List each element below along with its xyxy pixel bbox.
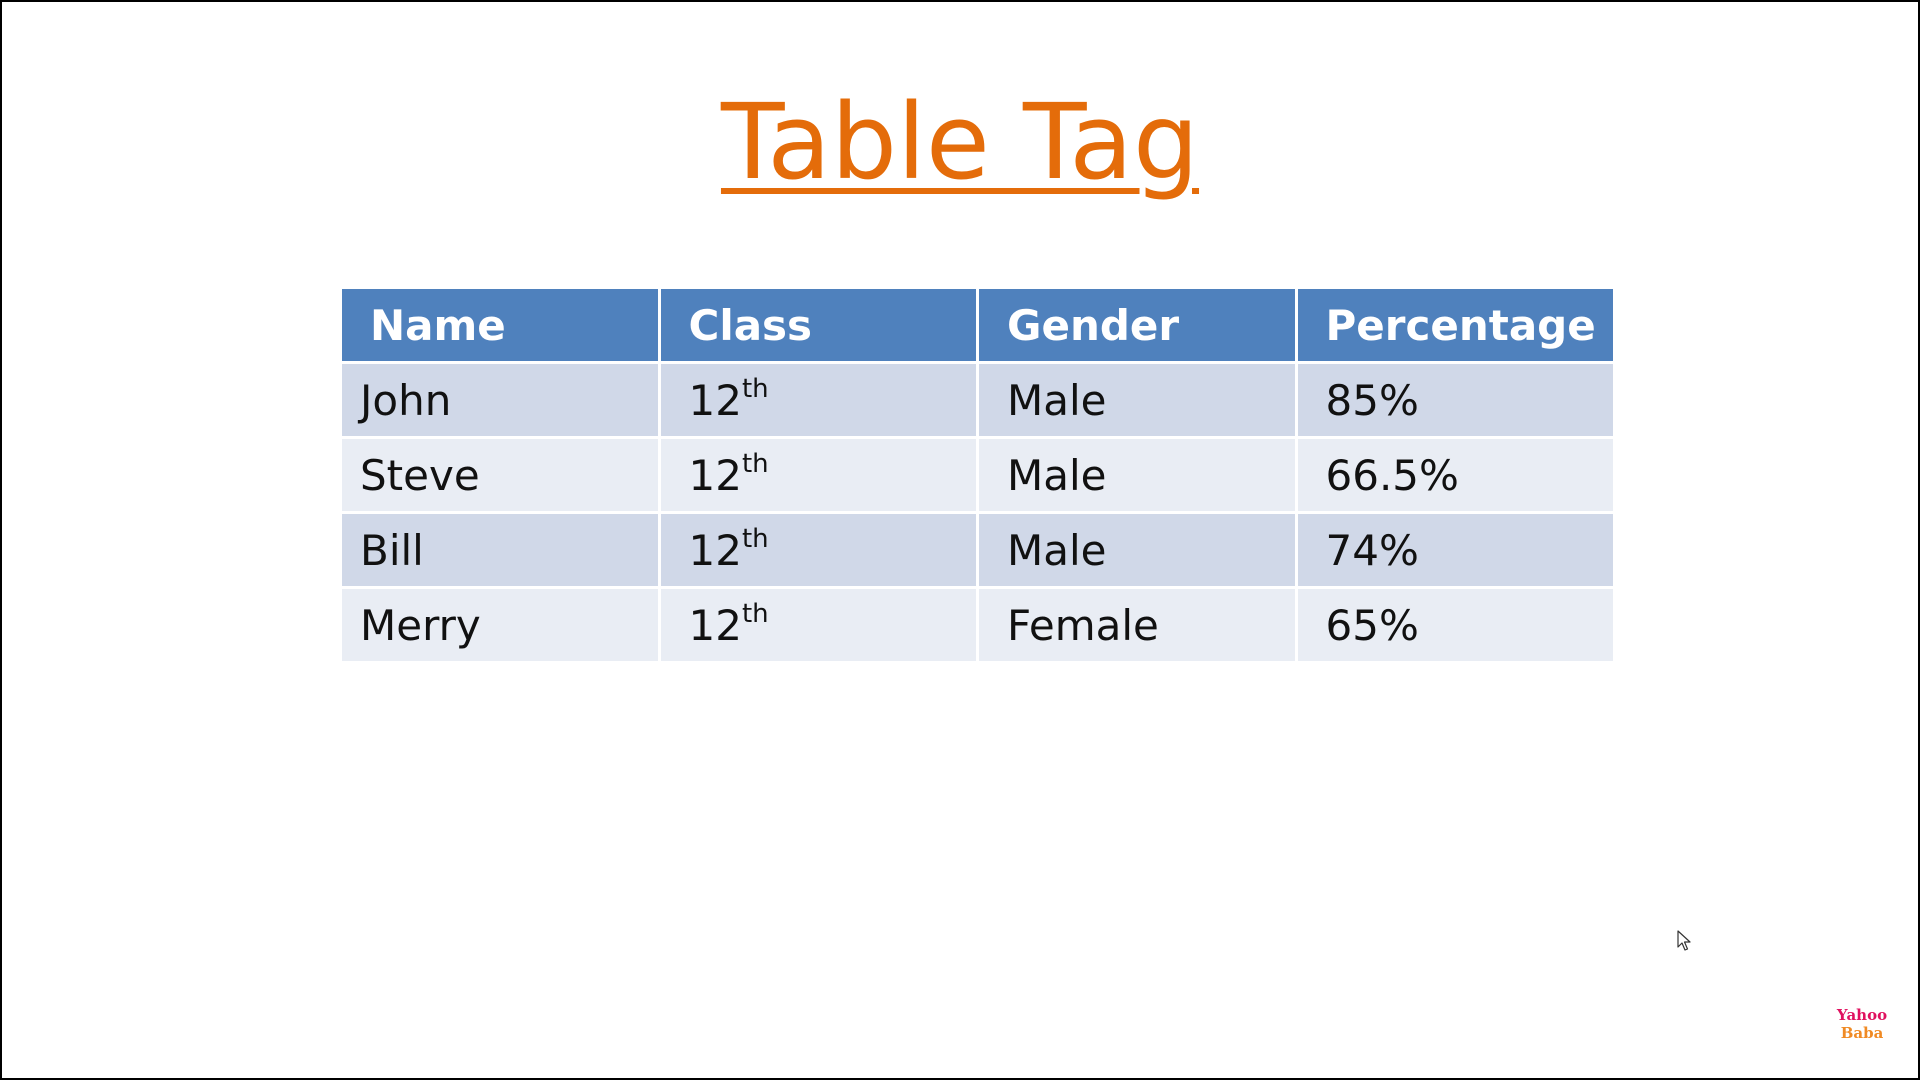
header-gender: Gender bbox=[976, 286, 1298, 364]
cell-name: Steve bbox=[339, 436, 661, 514]
cell-percentage: 74% bbox=[1294, 511, 1616, 589]
yahoo-baba-logo: Yahoo Baba bbox=[1832, 1006, 1892, 1042]
table-row: Steve 12th Male 66.5% bbox=[339, 436, 1616, 514]
mouse-pointer-icon bbox=[1677, 930, 1691, 951]
cell-percentage: 65% bbox=[1294, 586, 1616, 664]
student-table: Name Class Gender Percentage John 12th M… bbox=[339, 286, 1616, 664]
logo-line-2: Baba bbox=[1840, 1024, 1884, 1042]
table-row: John 12th Male 85% bbox=[339, 361, 1616, 439]
table-row: Merry 12th Female 65% bbox=[339, 586, 1616, 664]
header-name: Name bbox=[339, 286, 661, 364]
table-row: Bill 12th Male 74% bbox=[339, 511, 1616, 589]
class-number: 12 bbox=[688, 450, 742, 500]
logo-line-1: Yahoo bbox=[1836, 1006, 1888, 1024]
class-number: 12 bbox=[688, 375, 742, 425]
class-number: 12 bbox=[688, 600, 742, 650]
cell-class: 12th bbox=[657, 586, 979, 664]
cell-name: Merry bbox=[339, 586, 661, 664]
cell-name: John bbox=[339, 361, 661, 439]
cell-percentage: 66.5% bbox=[1294, 436, 1616, 514]
cell-percentage: 85% bbox=[1294, 361, 1616, 439]
class-suffix: th bbox=[741, 448, 769, 479]
cell-gender: Male bbox=[976, 361, 1298, 439]
table-header-row: Name Class Gender Percentage bbox=[339, 286, 1616, 364]
class-suffix: th bbox=[741, 598, 769, 629]
cell-class: 12th bbox=[657, 511, 979, 589]
cell-gender: Female bbox=[976, 586, 1298, 664]
class-number: 12 bbox=[688, 525, 742, 575]
cell-gender: Male bbox=[976, 511, 1298, 589]
header-percentage: Percentage bbox=[1294, 286, 1616, 364]
cell-name: Bill bbox=[339, 511, 661, 589]
class-suffix: th bbox=[741, 523, 769, 554]
class-suffix: th bbox=[741, 373, 769, 404]
cell-class: 12th bbox=[657, 436, 979, 514]
slide-title: Table Tag bbox=[720, 81, 1200, 203]
cell-class: 12th bbox=[657, 361, 979, 439]
cell-gender: Male bbox=[976, 436, 1298, 514]
header-class: Class bbox=[657, 286, 979, 364]
